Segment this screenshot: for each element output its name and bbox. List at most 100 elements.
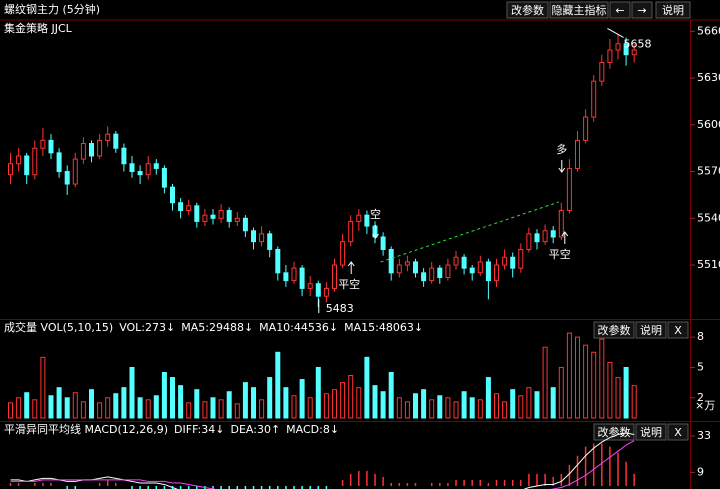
button-label[interactable]: 说明 <box>662 3 684 17</box>
volume-bar <box>153 395 159 419</box>
volume-bar <box>380 391 386 419</box>
candle-body <box>202 214 208 222</box>
candle-body <box>242 217 248 232</box>
candle-body <box>291 267 297 282</box>
signal-arrow-head <box>561 231 569 237</box>
candle-body <box>80 143 86 160</box>
volume-bar <box>89 389 94 419</box>
volume-bar <box>283 387 289 419</box>
button-label[interactable]: 说明 <box>640 425 662 439</box>
button-label[interactable]: ← <box>615 4 624 17</box>
button-label[interactable]: 改参数 <box>598 323 631 337</box>
volume-bar <box>315 366 321 419</box>
candle-body <box>364 214 370 227</box>
button-label[interactable]: 隐藏主指标 <box>552 3 607 17</box>
volume-bar <box>477 399 483 419</box>
volume-bar <box>137 397 143 419</box>
volume-bar <box>575 336 580 419</box>
candle-body <box>129 163 135 173</box>
candle-body <box>518 248 524 269</box>
candle-body <box>461 256 467 269</box>
candle-body <box>575 139 580 169</box>
legend-entry: DEA:30↑ <box>230 423 280 436</box>
volume-bar <box>218 399 224 419</box>
candle-body <box>388 248 394 274</box>
button[interactable] <box>593 321 635 339</box>
candle-body <box>16 155 22 165</box>
candle-body <box>348 220 354 243</box>
candle-body <box>32 147 38 176</box>
legend-entry: DIFF:34↓ <box>174 423 224 436</box>
volume-bar <box>40 356 46 419</box>
candle-body <box>558 210 564 238</box>
volume-bar <box>364 356 370 419</box>
y-tick-label: 33 <box>697 429 711 442</box>
volume-bar <box>129 366 135 419</box>
button-label[interactable]: → <box>637 4 646 17</box>
volume-bar <box>413 393 418 419</box>
volume-bar <box>437 395 443 419</box>
y-tick-label: 5660 <box>697 24 720 37</box>
candle-body <box>283 272 289 282</box>
candle-body <box>218 210 224 219</box>
volume-bar <box>97 402 103 419</box>
volume-bar <box>566 332 572 419</box>
button[interactable] <box>635 321 667 339</box>
candle-body <box>591 80 597 118</box>
volume-bar <box>453 401 459 419</box>
volume-bar <box>234 403 240 419</box>
legend-entry: MA10:44536↓ <box>259 321 338 334</box>
volume-bar <box>121 387 127 419</box>
button-label[interactable]: X <box>674 426 682 439</box>
chart-title: 螺纹钢主力 (5分钟) <box>4 2 100 16</box>
candle-body <box>315 283 321 297</box>
button[interactable] <box>635 423 667 441</box>
volume-bar <box>461 391 467 419</box>
trend-line <box>380 201 559 263</box>
signal-arrow-head <box>347 261 355 267</box>
y-tick-label: 5570 <box>697 165 720 178</box>
button-label[interactable]: 改参数 <box>598 425 631 439</box>
y-tick-label: 2 <box>697 391 704 404</box>
candle-body <box>542 230 548 243</box>
volume-bar <box>186 402 192 419</box>
legend-entry: MACD:8↓ <box>286 423 339 436</box>
candle-body <box>631 49 637 56</box>
candle-body <box>121 147 127 165</box>
volume-bar <box>64 397 70 419</box>
button[interactable] <box>593 423 635 441</box>
candle-body <box>8 163 13 176</box>
button[interactable] <box>631 1 653 19</box>
candle-body <box>526 233 532 250</box>
volume-bar <box>105 397 111 419</box>
button[interactable] <box>609 1 631 19</box>
candle-body <box>323 287 329 297</box>
candle-body <box>275 248 281 274</box>
volume-bar <box>48 395 54 419</box>
candle-body <box>251 230 256 243</box>
button[interactable] <box>549 1 609 19</box>
candle-body <box>299 267 305 289</box>
button[interactable] <box>655 1 691 19</box>
button-label[interactable]: 改参数 <box>511 3 544 17</box>
candle-body <box>429 267 435 282</box>
volume-bar <box>251 387 256 419</box>
button-label[interactable]: X <box>674 324 682 337</box>
macd-plot <box>9 432 635 489</box>
candle-body <box>477 261 483 274</box>
volume-bar <box>526 387 532 419</box>
macd-line <box>10 440 635 489</box>
volume-bar <box>24 392 30 419</box>
button[interactable] <box>506 1 549 19</box>
candle-body <box>437 267 443 278</box>
button[interactable] <box>667 321 689 339</box>
candle-body <box>623 43 629 56</box>
button-label[interactable]: 说明 <box>640 323 662 337</box>
annotation: 平空 <box>338 277 360 291</box>
candle-body <box>485 261 491 282</box>
candle-body <box>469 267 475 274</box>
volume-bar <box>307 397 313 419</box>
candle-body <box>113 133 119 149</box>
button[interactable] <box>667 423 689 441</box>
